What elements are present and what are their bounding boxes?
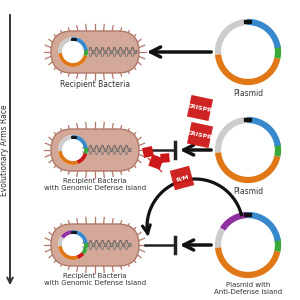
- Polygon shape: [170, 166, 194, 190]
- Polygon shape: [142, 146, 154, 158]
- Text: Recipient Bacteria
with Genomic Defense Island: Recipient Bacteria with Genomic Defense …: [44, 178, 146, 191]
- Text: Recipient Bacteria: Recipient Bacteria: [60, 80, 130, 89]
- Text: Plasmid: Plasmid: [233, 89, 263, 98]
- Circle shape: [218, 22, 278, 82]
- Text: Evolutionary Arms Race: Evolutionary Arms Race: [1, 104, 10, 196]
- Text: Plasmid with
Anti-Defense Island: Plasmid with Anti-Defense Island: [214, 282, 282, 295]
- Circle shape: [218, 215, 278, 275]
- Text: CRISPR: CRISPR: [187, 103, 213, 113]
- Circle shape: [215, 19, 281, 85]
- Circle shape: [215, 212, 281, 278]
- Circle shape: [215, 117, 281, 183]
- FancyBboxPatch shape: [51, 129, 139, 171]
- Polygon shape: [187, 95, 213, 121]
- Polygon shape: [187, 122, 213, 148]
- FancyBboxPatch shape: [51, 31, 139, 73]
- Text: Recipient Bacteria
with Genomic Defense Island: Recipient Bacteria with Genomic Defense …: [44, 273, 146, 286]
- Polygon shape: [148, 154, 164, 170]
- FancyBboxPatch shape: [51, 224, 139, 266]
- Circle shape: [58, 135, 88, 165]
- Circle shape: [218, 120, 278, 180]
- Text: R/M: R/M: [175, 174, 189, 182]
- Text: Plasmid: Plasmid: [233, 187, 263, 196]
- Polygon shape: [160, 153, 170, 163]
- Circle shape: [58, 37, 88, 67]
- Text: CRISPR: CRISPR: [187, 130, 213, 140]
- Circle shape: [58, 230, 88, 260]
